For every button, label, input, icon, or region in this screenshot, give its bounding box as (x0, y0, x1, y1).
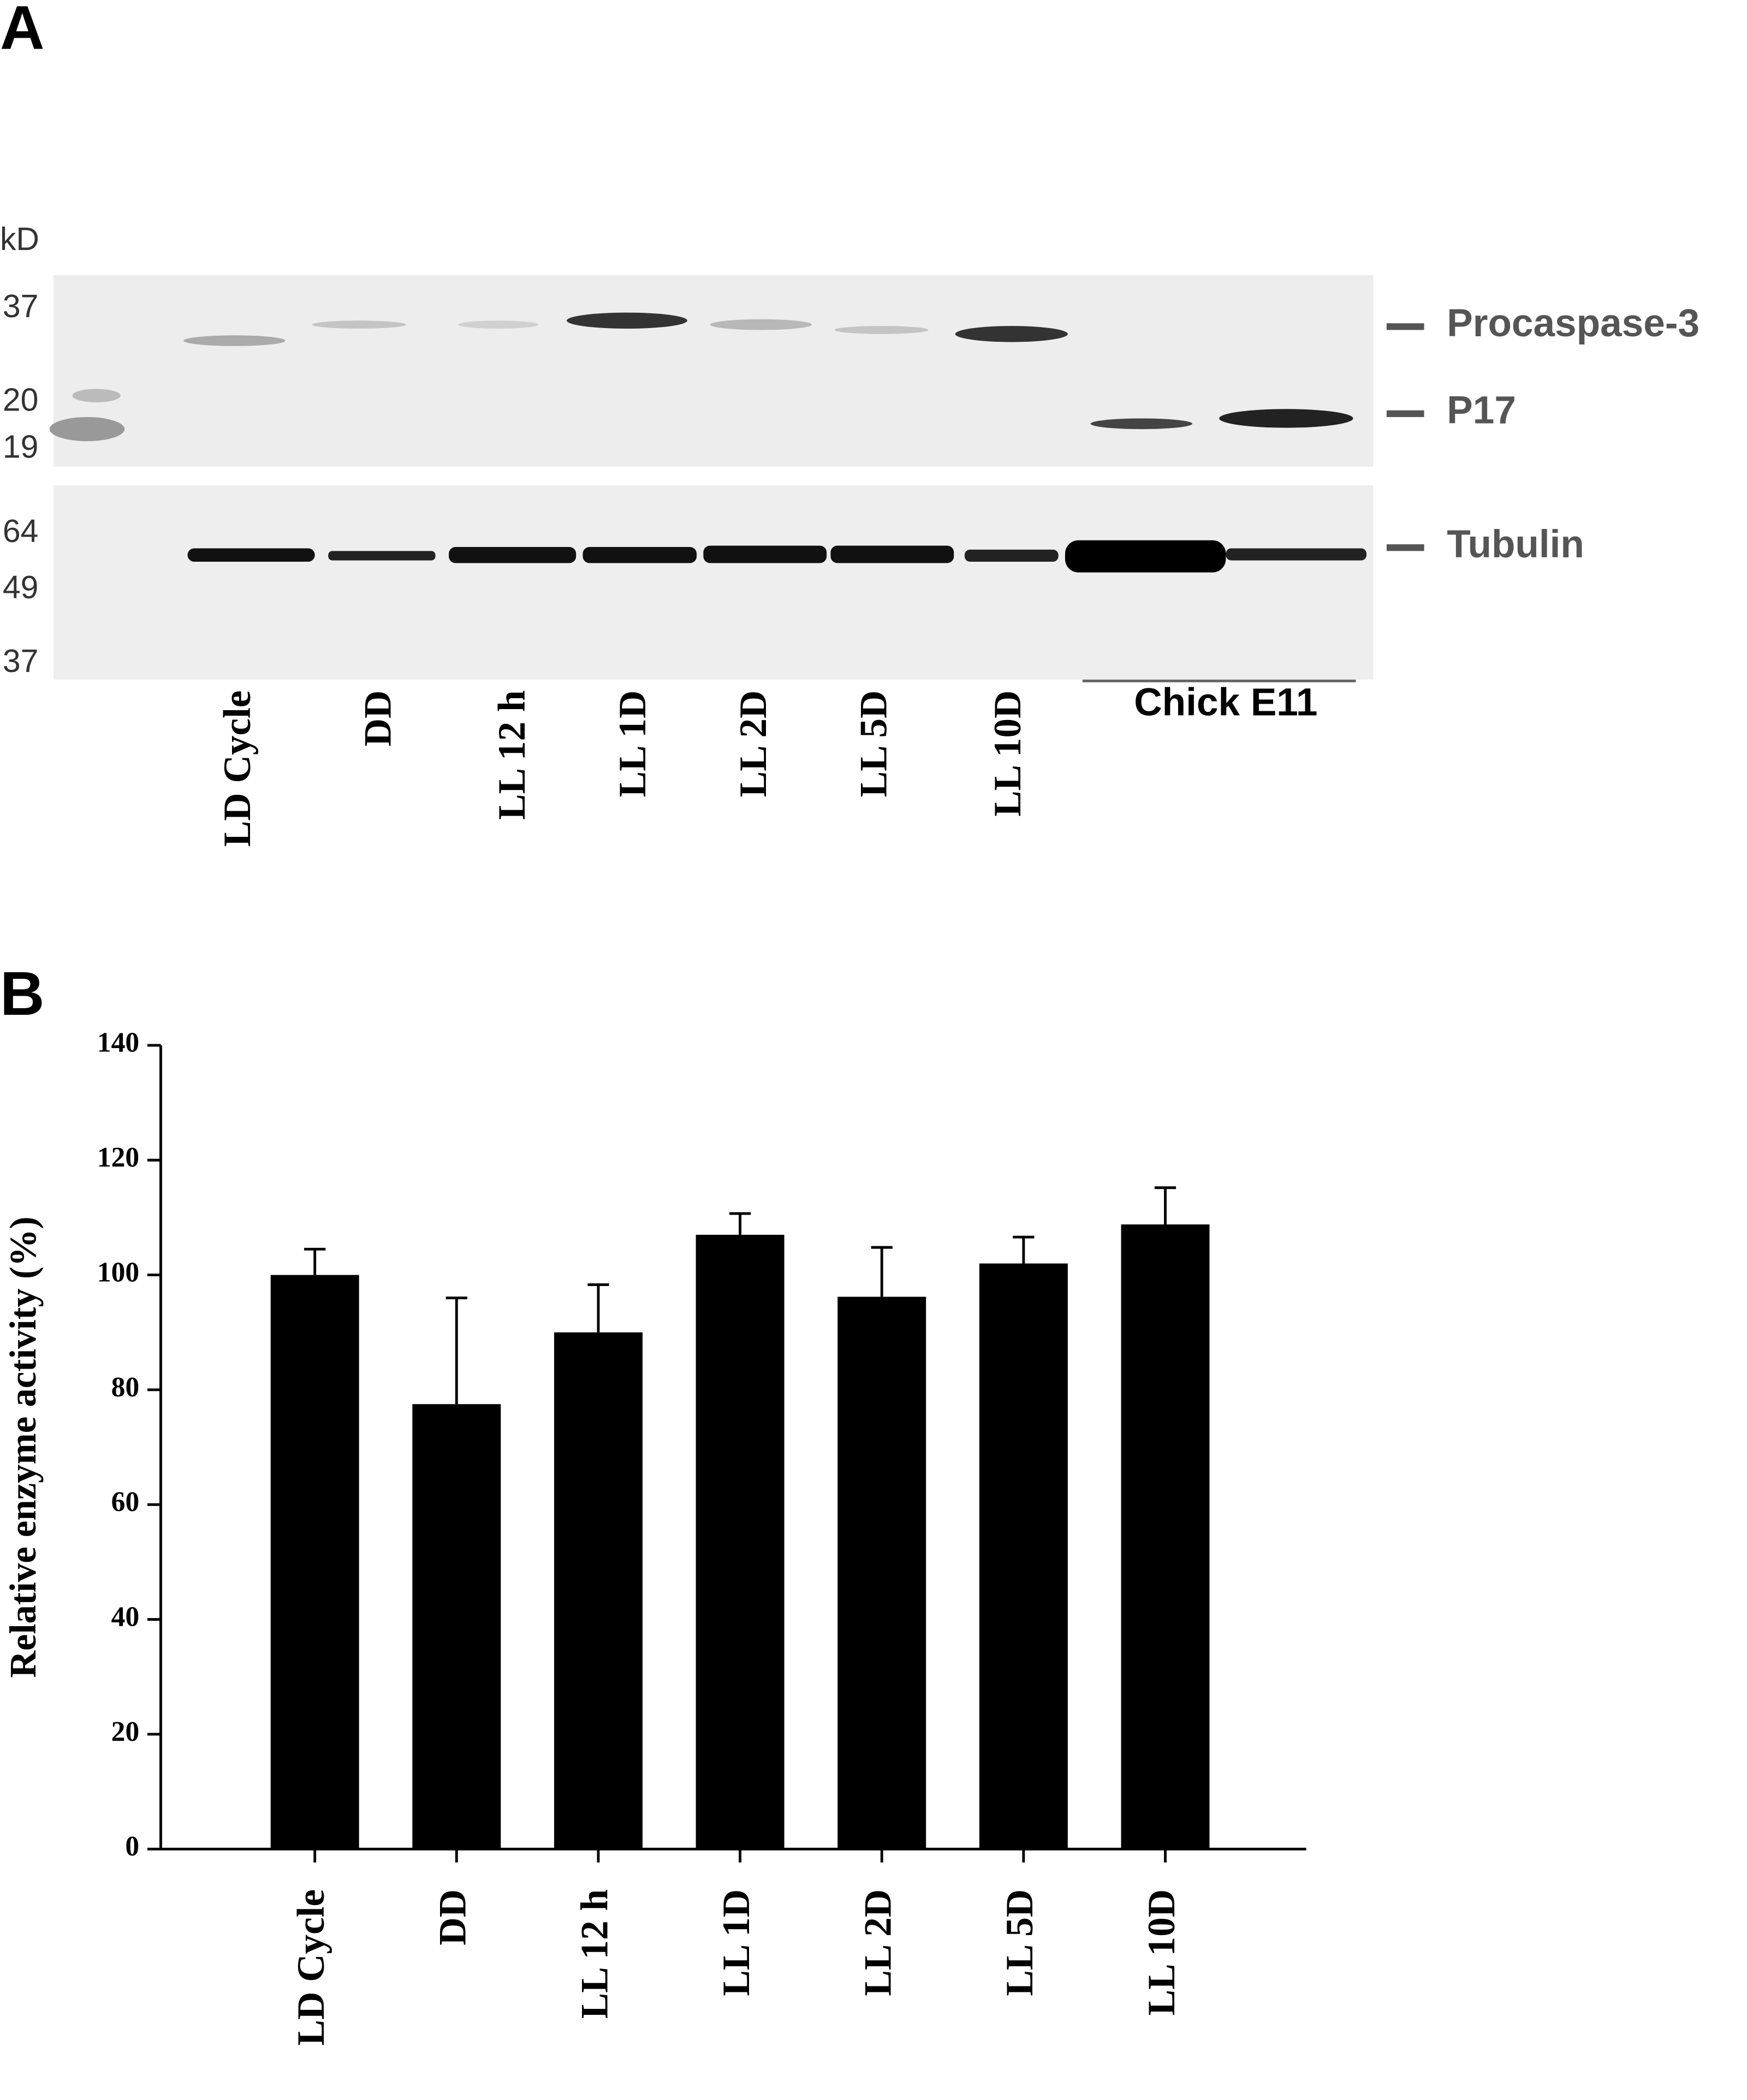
y-tick-label: 20 (111, 1716, 140, 1747)
band (183, 335, 286, 346)
marker-label: 37 (3, 289, 38, 324)
y-tick-label: 120 (97, 1142, 139, 1173)
band (1090, 418, 1193, 430)
lane-label: LL 2D (732, 691, 775, 798)
band (964, 549, 1059, 562)
y-tick-label: 60 (111, 1486, 140, 1518)
lane-label: DD (357, 691, 400, 747)
ladder-band (49, 417, 125, 442)
group-label: Chick E11 (1134, 681, 1317, 724)
y-tick-label: 80 (111, 1372, 140, 1403)
band-label: P17 (1447, 389, 1516, 432)
unit-label: kD (0, 222, 39, 257)
band-dash (1386, 410, 1424, 417)
bar (412, 1404, 501, 1849)
band-label: Procaspase-3 (1447, 302, 1700, 345)
band-dash (1386, 544, 1424, 551)
x-tick-label: LL 2D (857, 1889, 900, 1996)
band-dash (1386, 323, 1424, 330)
bar (1121, 1224, 1210, 1849)
western-blot (49, 275, 1424, 682)
x-tick-label: LL 1D (715, 1889, 758, 1996)
panel-label: A (0, 0, 45, 62)
bar (979, 1263, 1068, 1849)
marker-label: 20 (3, 383, 38, 418)
y-tick-label: 0 (125, 1831, 139, 1862)
bar (270, 1275, 359, 1849)
band (1219, 409, 1353, 428)
y-tick-label: 100 (97, 1257, 139, 1288)
blot-lower (54, 485, 1374, 680)
x-tick-label: LL 5D (999, 1889, 1041, 1996)
band (703, 545, 827, 563)
bar (696, 1234, 785, 1849)
x-tick-label: LL 12 h (573, 1889, 616, 2019)
ladder-band (72, 389, 121, 402)
lane-label: LL 5D (853, 691, 895, 798)
marker-label: 64 (3, 514, 38, 549)
band (449, 547, 577, 563)
lane-label: LL 1D (611, 691, 654, 798)
band (1065, 540, 1226, 573)
band (458, 320, 539, 329)
band (583, 547, 697, 563)
band-label: Tubulin (1447, 523, 1584, 566)
band (312, 320, 406, 329)
panel-label: B (0, 959, 45, 1028)
bar (837, 1296, 926, 1849)
y-tick-label: 140 (97, 1027, 139, 1058)
marker-label: 19 (3, 429, 38, 465)
band (1226, 548, 1367, 561)
marker-label: 49 (3, 570, 38, 605)
y-axis-label: Relative enzyme activity (%) (2, 1217, 44, 1678)
band (187, 548, 315, 562)
band (955, 326, 1068, 342)
x-tick-label: LD Cycle (290, 1889, 332, 2046)
band (830, 545, 954, 563)
band (710, 319, 812, 330)
lane-label: LL 12 h (491, 691, 533, 820)
band (328, 551, 436, 561)
bar (554, 1332, 643, 1849)
lane-label: LD Cycle (216, 691, 259, 847)
lane-label: LL 10D (987, 691, 1029, 817)
marker-label: 37 (3, 644, 38, 679)
blot-upper (54, 275, 1374, 467)
x-tick-label: DD (432, 1889, 474, 1946)
band (567, 312, 687, 329)
y-tick-label: 40 (111, 1601, 140, 1632)
x-tick-label: LL 10D (1140, 1889, 1183, 2015)
band (834, 326, 929, 334)
